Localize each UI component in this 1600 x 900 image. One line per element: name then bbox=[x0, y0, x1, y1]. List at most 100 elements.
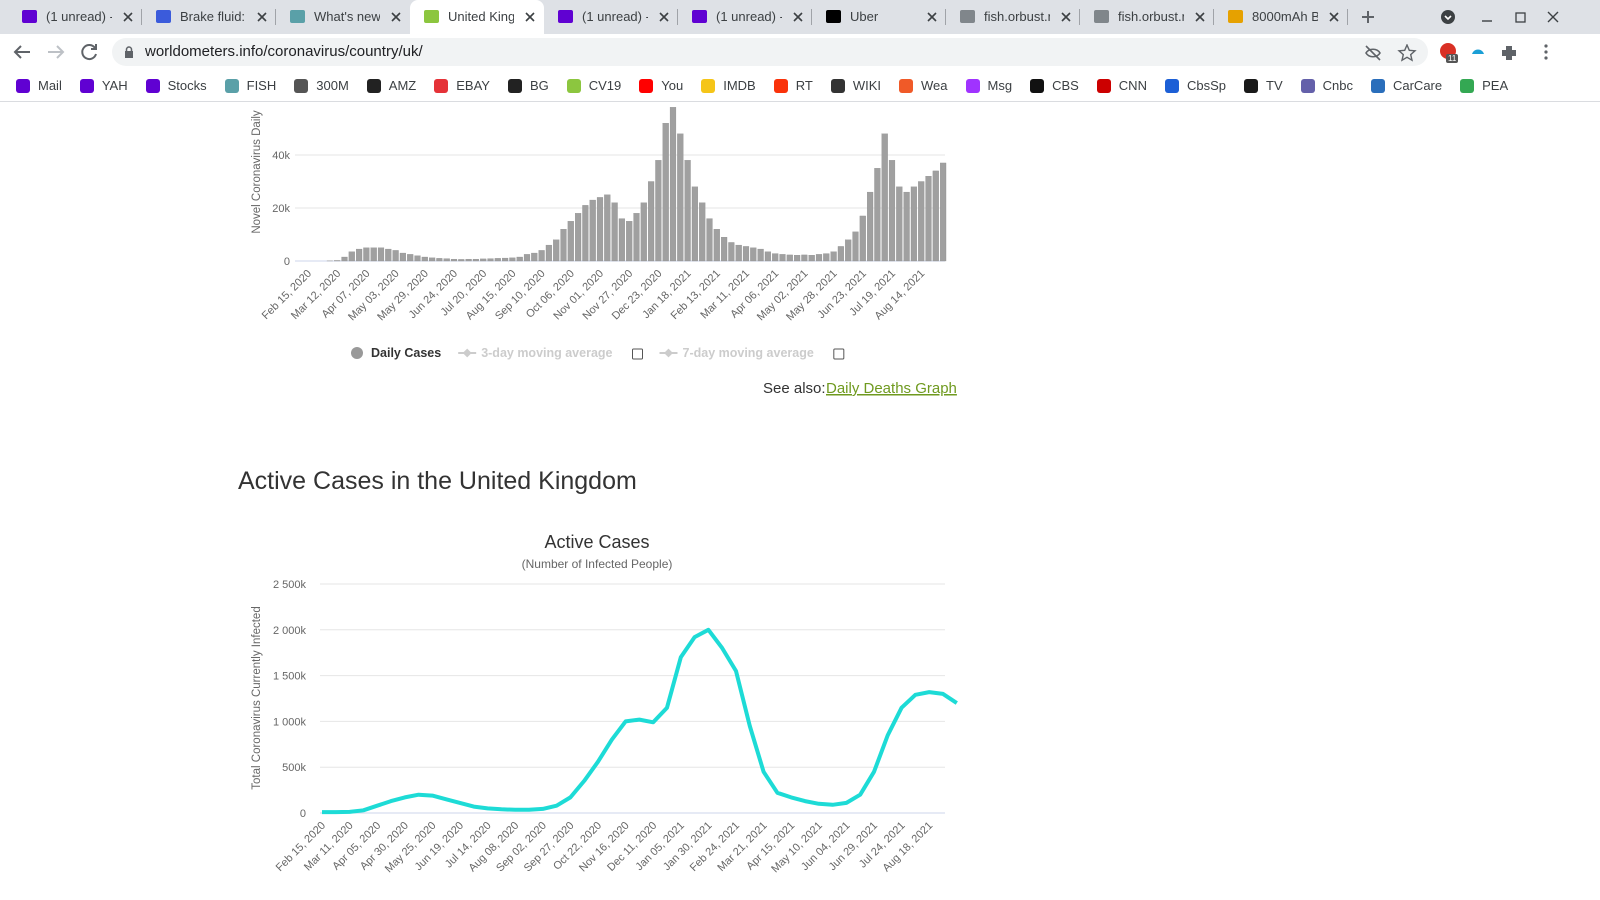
tab[interactable]: 8000mAh B bbox=[1214, 0, 1348, 34]
tab-title: (1 unread) - bbox=[582, 9, 648, 24]
tab-search[interactable] bbox=[1440, 9, 1456, 25]
bookmark[interactable]: EBAY bbox=[434, 78, 490, 93]
section-title: Active Cases in the United Kingdom bbox=[238, 467, 637, 495]
bookmark-label: CV19 bbox=[588, 78, 622, 93]
bar bbox=[611, 202, 618, 262]
tab-close[interactable] bbox=[1194, 11, 1206, 23]
bookmark[interactable]: PEA bbox=[1460, 78, 1508, 93]
bar bbox=[487, 258, 494, 262]
url[interactable]: worldometers.info/coronavirus/country/uk… bbox=[145, 43, 423, 60]
bar bbox=[648, 181, 655, 262]
bookmark[interactable]: CNN bbox=[1096, 78, 1147, 93]
tab-close[interactable] bbox=[524, 11, 536, 23]
bar bbox=[450, 258, 458, 262]
new-tab-button[interactable] bbox=[1360, 9, 1376, 25]
bookmark[interactable]: Wea bbox=[899, 78, 948, 93]
bar bbox=[940, 162, 947, 262]
tab[interactable]: (1 unread) - bbox=[544, 0, 678, 34]
tab-separator bbox=[1347, 9, 1348, 25]
tab[interactable]: fish.orbust.n bbox=[946, 0, 1080, 34]
chart-title: Active Cases bbox=[544, 532, 649, 552]
tab-favicon bbox=[692, 10, 707, 23]
chart-subtitle: (Number of Infected People) bbox=[522, 557, 673, 571]
bar bbox=[341, 256, 348, 262]
tab[interactable]: Brake fluid: I bbox=[142, 0, 276, 34]
extension-badge: 11 bbox=[1446, 54, 1459, 63]
tab[interactable]: (1 unread) - bbox=[8, 0, 142, 34]
legend-label: 7-day moving average bbox=[683, 346, 814, 360]
bookmark[interactable]: RT bbox=[773, 78, 813, 93]
omnibox-icons[interactable] bbox=[1364, 44, 1424, 62]
bar bbox=[655, 160, 662, 262]
tab[interactable]: United Kingd bbox=[410, 0, 544, 34]
window-controls[interactable] bbox=[1478, 9, 1578, 25]
bookmark[interactable]: WIKI bbox=[830, 78, 881, 93]
bookmark-label: CNN bbox=[1118, 78, 1147, 93]
bookmark[interactable]: CarCare bbox=[1370, 78, 1442, 93]
bookmark-label: CbsSp bbox=[1186, 78, 1226, 93]
tab-close[interactable] bbox=[658, 11, 670, 23]
bar bbox=[589, 199, 596, 262]
legend-symbol bbox=[659, 348, 678, 358]
tab-close[interactable] bbox=[256, 11, 268, 23]
bar bbox=[596, 197, 604, 262]
bookmark[interactable]: AMZ bbox=[366, 78, 416, 93]
bar bbox=[706, 218, 713, 262]
nav-buttons[interactable] bbox=[12, 42, 102, 62]
bar bbox=[713, 229, 720, 262]
tab-close[interactable] bbox=[1328, 11, 1340, 23]
tab-title: fish.orbust.n bbox=[984, 9, 1050, 24]
bar bbox=[582, 205, 589, 262]
y-tick-label: 500k bbox=[282, 762, 306, 774]
bookmark-icon bbox=[1460, 78, 1475, 93]
bar bbox=[903, 191, 910, 262]
tab[interactable]: What's new bbox=[276, 0, 410, 34]
bookmark-label: PEA bbox=[1482, 78, 1509, 93]
bar bbox=[553, 239, 560, 262]
bookmark[interactable]: Cnbc bbox=[1300, 78, 1353, 93]
bookmark-icon bbox=[507, 78, 522, 93]
tab-close[interactable] bbox=[926, 11, 938, 23]
bookmark-label: Cnbc bbox=[1322, 78, 1353, 93]
bookmark[interactable]: YAH bbox=[79, 78, 128, 93]
bookmark-icon bbox=[79, 78, 94, 93]
tab-title: United Kingd bbox=[448, 9, 514, 24]
bookmark[interactable]: CBS bbox=[1030, 78, 1079, 93]
bookmark[interactable]: 300M bbox=[294, 78, 349, 93]
bar bbox=[786, 254, 793, 262]
bookmark-label: Msg bbox=[987, 78, 1013, 93]
tab[interactable]: (1 unread) - bbox=[678, 0, 812, 34]
bar bbox=[779, 254, 786, 262]
bar bbox=[531, 252, 538, 262]
tab-close[interactable] bbox=[1060, 11, 1072, 23]
tab-close[interactable] bbox=[792, 11, 804, 23]
bookmark[interactable]: Mail bbox=[16, 78, 62, 93]
bookmark[interactable]: You bbox=[639, 78, 683, 93]
bar bbox=[830, 251, 837, 262]
bar bbox=[480, 258, 487, 262]
bookmark-icon bbox=[1300, 78, 1315, 93]
tab[interactable]: fish.orbust.n bbox=[1080, 0, 1214, 34]
tab[interactable]: Uber bbox=[812, 0, 946, 34]
bookmark-icon bbox=[224, 78, 239, 93]
bookmark-label: BG bbox=[529, 78, 549, 93]
bookmark-label: TV bbox=[1266, 78, 1283, 93]
bar bbox=[823, 253, 830, 262]
bookmark[interactable]: TV bbox=[1244, 78, 1283, 93]
bookmark[interactable]: BG bbox=[507, 78, 549, 93]
tab-close[interactable] bbox=[122, 11, 134, 23]
bookmark[interactable]: CV19 bbox=[566, 78, 622, 93]
tab-favicon bbox=[1228, 10, 1243, 23]
bookmark[interactable]: Msg bbox=[965, 78, 1013, 93]
bookmark[interactable]: FISH bbox=[224, 78, 276, 93]
tab-close[interactable] bbox=[390, 11, 402, 23]
omnibox[interactable]: worldometers.info/coronavirus/country/uk… bbox=[112, 38, 1428, 66]
tab-separator bbox=[1079, 9, 1080, 25]
tab-favicon bbox=[424, 10, 439, 23]
bookmark[interactable]: Stocks bbox=[145, 78, 207, 93]
bookmark[interactable]: IMDB bbox=[701, 78, 756, 93]
daily-deaths-link[interactable]: Daily Deaths Graph bbox=[826, 380, 957, 397]
bar bbox=[523, 254, 531, 262]
bar bbox=[377, 247, 385, 262]
bookmark[interactable]: CbsSp bbox=[1164, 78, 1226, 93]
